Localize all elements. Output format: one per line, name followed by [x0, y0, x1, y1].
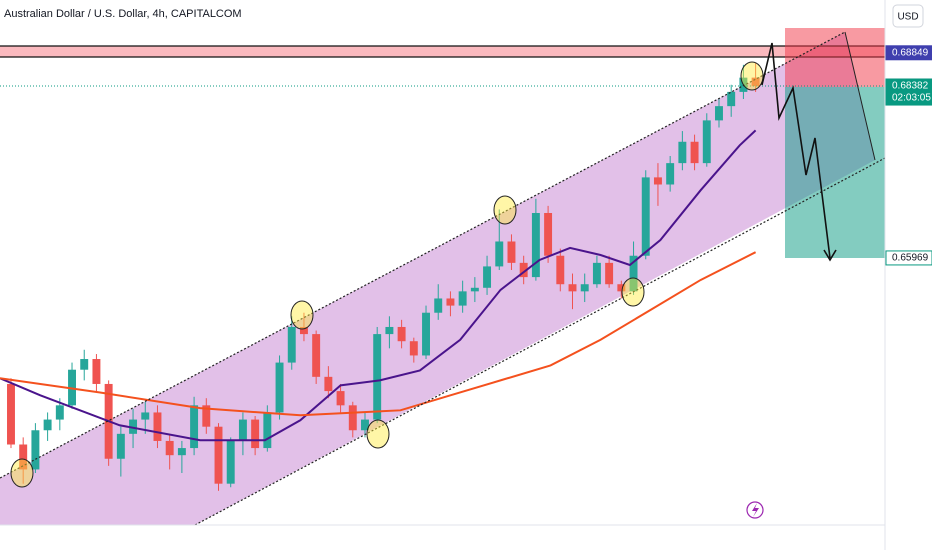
candle-body [275, 362, 284, 413]
candle-body [165, 440, 174, 456]
candle-body [141, 412, 150, 420]
pivot-circle [740, 61, 764, 91]
marks [0, 62, 885, 491]
candle-body [361, 419, 369, 431]
candle-body [251, 419, 260, 449]
candle-body [580, 284, 589, 292]
price-label-bg [885, 45, 932, 61]
candle-body [495, 241, 504, 267]
candle-body [483, 266, 492, 288]
projection-arrow [761, 42, 831, 259]
candle-body [190, 405, 199, 449]
candle-body [409, 341, 418, 356]
lightning [752, 503, 759, 517]
candle-body [605, 262, 614, 285]
candle-body [385, 326, 394, 335]
pivot-circle [10, 458, 34, 488]
candle-body [617, 284, 626, 292]
candle-body [129, 419, 138, 434]
candle-body [666, 163, 675, 185]
candle-body [519, 262, 528, 278]
candle-body [751, 77, 760, 87]
pivot-circle [366, 419, 390, 449]
price-label: 0.68849 [892, 47, 929, 58]
chart-title: Australian Dollar / U.S. Dollar, 4h, CAP… [4, 8, 242, 20]
currency-button[interactable] [892, 4, 924, 28]
candle-body [568, 284, 577, 292]
candle-body [678, 141, 687, 164]
target-zone [785, 87, 885, 258]
candle-body [446, 298, 455, 306]
pivot-circle [493, 195, 517, 225]
candle-body [80, 359, 89, 370]
candle-body [312, 334, 321, 377]
candle-body [324, 376, 333, 392]
channel-fill [0, 32, 875, 525]
candle-body [7, 383, 15, 445]
candle-body [544, 212, 553, 256]
candle-body [434, 298, 443, 313]
stop-zone [785, 28, 885, 87]
pivot-circles [10, 61, 764, 488]
candle-body [202, 405, 211, 427]
price-label-bg [885, 250, 932, 266]
moving-average [0, 129, 757, 442]
candle-body [55, 405, 64, 420]
candle-body [653, 177, 662, 185]
candle-body [348, 405, 357, 431]
moving-average [0, 251, 757, 417]
candle-body [715, 106, 723, 121]
candle-body [422, 312, 430, 356]
candle-body [287, 326, 296, 363]
candle-body [43, 419, 52, 431]
candle-body [592, 262, 601, 285]
candle-body [92, 359, 101, 384]
candle-body [556, 255, 565, 285]
countdown: 02:03:05 [892, 93, 931, 104]
candle-body [690, 141, 699, 164]
resistance-zone [0, 46, 885, 57]
pivot-circle [621, 277, 645, 307]
candle-body [153, 412, 162, 441]
candle-body [641, 177, 650, 256]
candle-body [263, 412, 272, 449]
candle-body [397, 326, 406, 342]
candle-body [702, 120, 711, 164]
candle-body [336, 391, 345, 406]
candle-body [373, 334, 382, 420]
pivot-circle [290, 300, 314, 330]
price-label-bg [885, 78, 932, 106]
candle-body [116, 433, 125, 459]
price-label: 0.68382 [892, 81, 929, 92]
candle-body [507, 241, 516, 263]
candle-body [531, 212, 540, 278]
candle-body [238, 419, 247, 441]
candle-body [226, 440, 235, 484]
price-label: 0.65969 [892, 253, 929, 264]
candle-body [470, 287, 479, 292]
candle-body [458, 291, 467, 306]
candle-body [31, 430, 40, 470]
candle-body [177, 448, 186, 456]
channel-upper [0, 31, 846, 479]
candle-body [214, 426, 223, 484]
currency-label: USD [897, 12, 918, 23]
channel-edge [844, 31, 876, 161]
candle-body [299, 326, 308, 335]
arrow-head [823, 249, 837, 262]
candle-body [629, 255, 638, 292]
candle-body [727, 91, 736, 107]
candle-body [19, 444, 28, 470]
